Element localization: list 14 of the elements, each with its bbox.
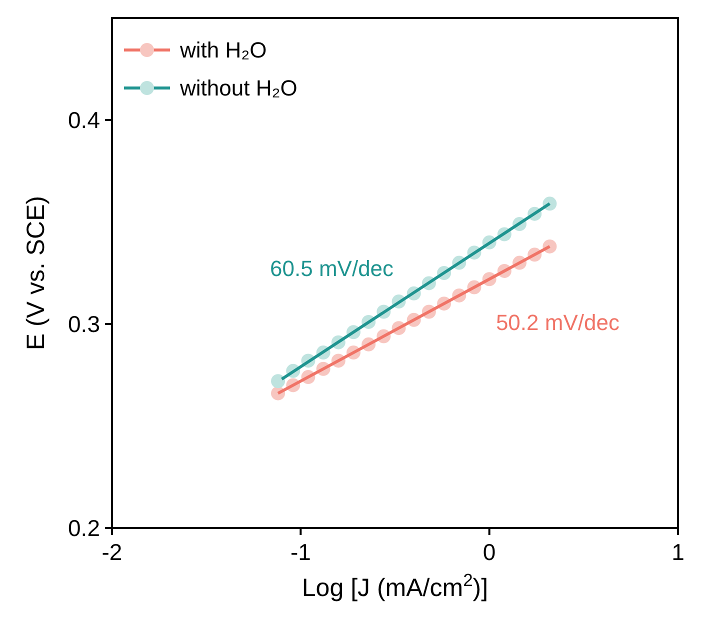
x-tick-label: -1: [290, 539, 311, 565]
x-tick-label: -2: [102, 539, 122, 565]
x-tick-label: 1: [672, 539, 684, 565]
x-axis-title: Log [J (mA/cm$^{2}$)]: [302, 570, 488, 602]
annotation: 50.2 mV/dec: [496, 310, 620, 336]
y-tick-label: 0.4: [68, 107, 100, 134]
y-tick-label: 0.3: [68, 311, 100, 338]
legend-label: with H₂O: [179, 38, 267, 63]
x-tick-label: 0: [482, 539, 496, 565]
annotation: 60.5 mV/dec: [270, 256, 394, 281]
legend-label: without H₂O: [179, 76, 298, 101]
point: [271, 374, 286, 388]
y-tick-label: 0.2: [68, 515, 100, 542]
y-axis-title: E (V vs. SCE): [22, 196, 50, 350]
